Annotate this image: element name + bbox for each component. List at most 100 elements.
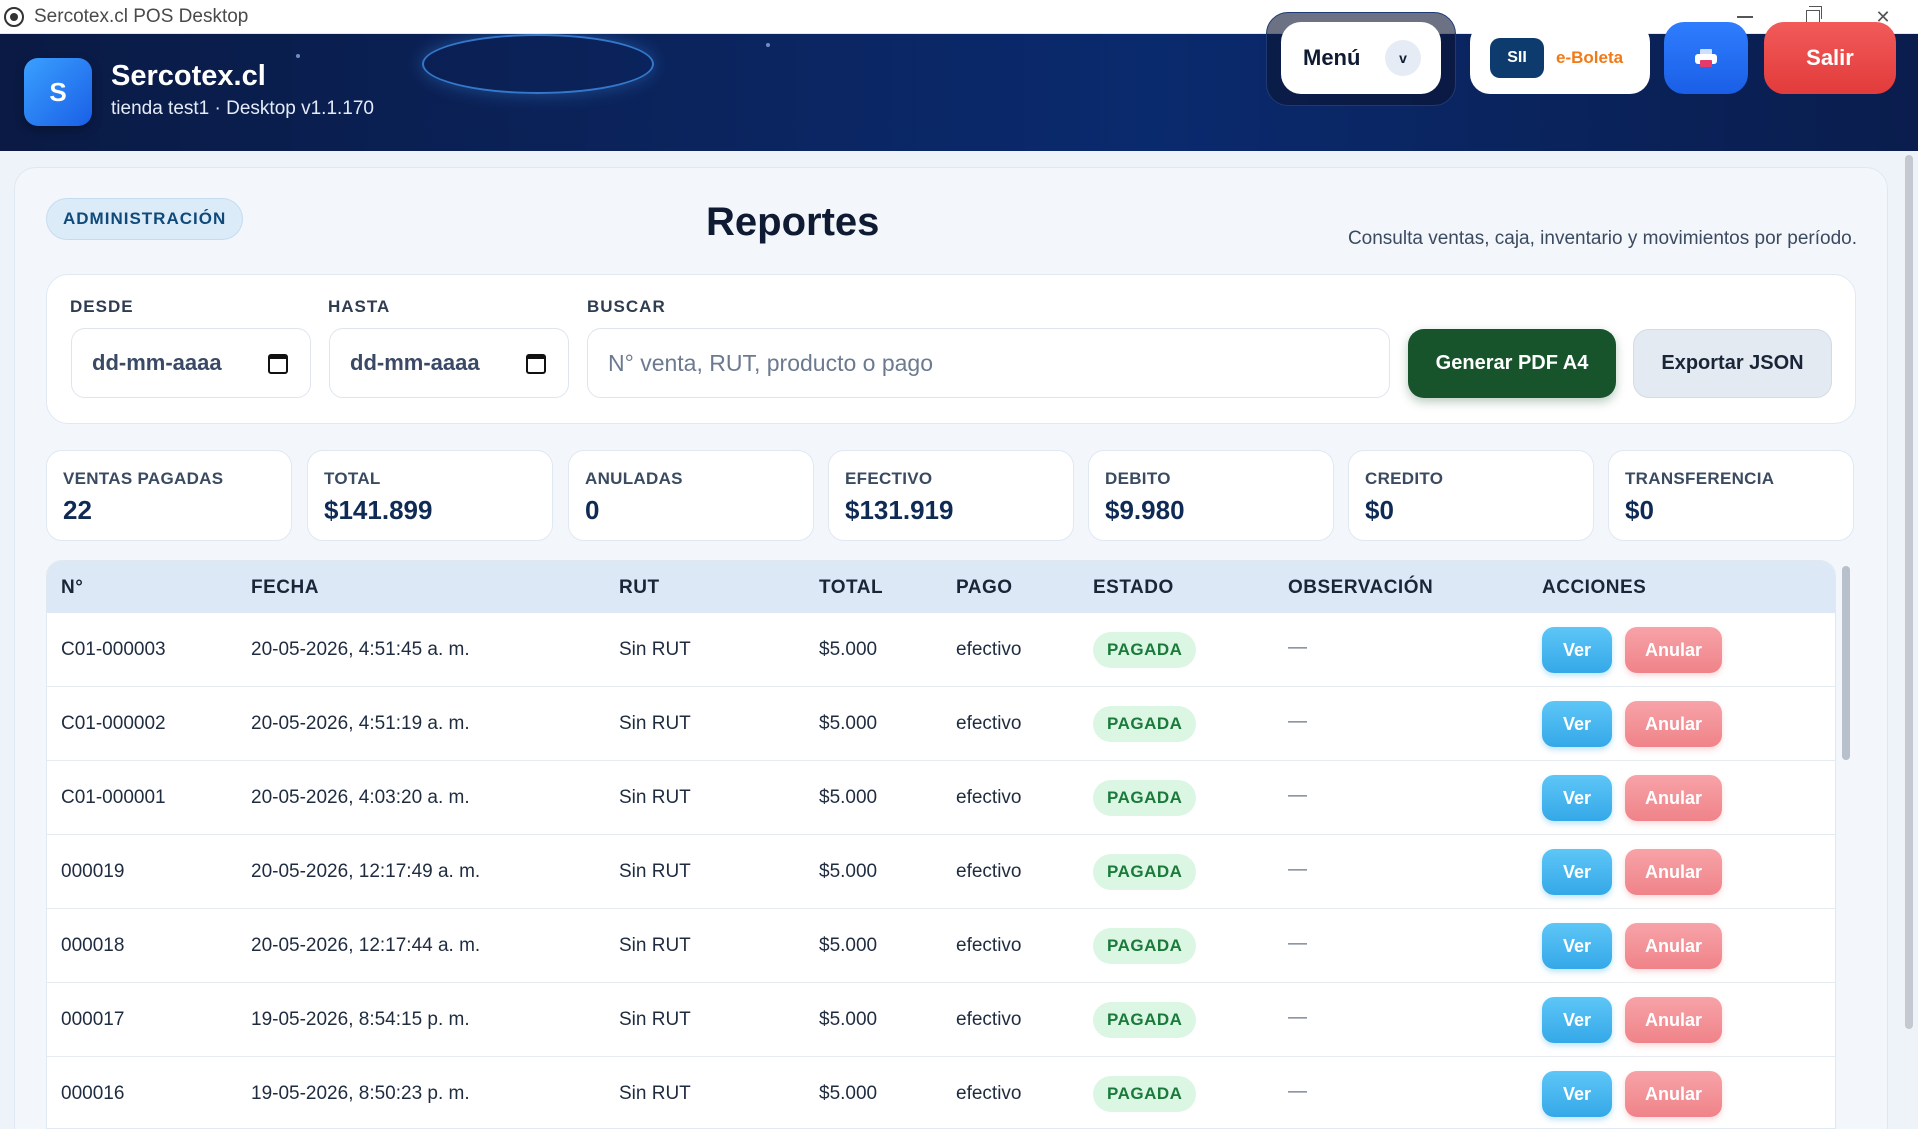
col-header-payment[interactable]: PAGO [956,577,1013,598]
cancel-sale-button[interactable]: Anular [1625,923,1722,969]
cell-note: — [1288,1081,1307,1102]
stat-label: ANULADAS [585,469,683,488]
header-star [296,54,300,58]
cell-rut: Sin RUT [619,935,691,956]
cell-total: $5.000 [819,713,878,734]
search-input[interactable] [587,328,1390,398]
menu-button[interactable]: Menú v [1281,22,1441,94]
status-badge: PAGADA [1093,854,1197,890]
cell-number: 000019 [61,861,125,882]
sii-logo: SII [1490,38,1544,78]
col-header-date[interactable]: FECHA [251,577,319,598]
window-titlebar: Sercotex.cl POS Desktop ✕ [0,0,1918,34]
header-decoration [422,34,654,94]
stat-label: CREDITO [1365,469,1444,488]
cell-total: $5.000 [819,787,878,808]
col-header-rut[interactable]: RUT [619,577,660,598]
page-title: Reportes [706,200,880,244]
status-badge: PAGADA [1093,1002,1197,1038]
col-header-total[interactable]: TOTAL [819,577,884,598]
cancel-sale-button[interactable]: Anular [1625,701,1722,747]
to-date-input[interactable]: dd-mm-aaaa [329,328,569,398]
cell-date: 20-05-2026, 4:51:45 a. m. [251,639,470,660]
status-badge: PAGADA [1093,632,1197,668]
cell-payment: efectivo [956,1083,1022,1104]
col-header-note[interactable]: OBSERVACIÓN [1288,577,1434,598]
logout-button[interactable]: Salir [1764,22,1896,94]
cell-payment: efectivo [956,639,1022,660]
stat-label: EFECTIVO [845,469,933,488]
cell-note: — [1288,637,1307,658]
cell-note: — [1288,1007,1307,1028]
cell-date: 19-05-2026, 8:50:23 p. m. [251,1083,470,1104]
table-row[interactable]: C01-000003 20-05-2026, 4:51:45 a. m. Sin… [47,613,1835,687]
cell-number: 000017 [61,1009,125,1030]
page-description: Consulta ventas, caja, inventario y movi… [1347,228,1857,249]
from-label: DESDE [70,297,134,316]
view-button[interactable]: Ver [1542,627,1612,673]
cell-rut: Sin RUT [619,639,691,660]
chevron-down-icon: v [1385,40,1421,76]
cancel-sale-button[interactable]: Anular [1625,997,1722,1043]
view-button[interactable]: Ver [1542,775,1612,821]
print-button[interactable] [1664,22,1748,94]
to-date-value: dd-mm-aaaa [350,350,480,375]
calendar-icon[interactable] [526,354,546,374]
scrollbar-thumb[interactable] [1905,155,1913,1029]
status-badge: PAGADA [1093,780,1197,816]
col-header-status[interactable]: ESTADO [1093,577,1174,598]
calendar-icon[interactable] [268,354,288,374]
cell-date: 20-05-2026, 12:17:44 a. m. [251,935,481,956]
window-title: Sercotex.cl POS Desktop [34,5,249,27]
col-header-number[interactable]: N° [61,577,84,598]
stat-value: 0 [585,495,600,525]
cancel-sale-button[interactable]: Anular [1625,627,1722,673]
minimize-icon[interactable] [1710,0,1780,34]
cell-rut: Sin RUT [619,787,691,808]
close-icon[interactable]: ✕ [1875,6,1891,27]
cell-payment: efectivo [956,713,1022,734]
eboleta-label: e-Boleta [1556,48,1624,67]
page-scrollbar[interactable] [1904,155,1914,1029]
cancel-sale-button[interactable]: Anular [1625,775,1722,821]
cell-date: 20-05-2026, 4:03:20 a. m. [251,787,470,808]
status-badge: PAGADA [1093,1076,1197,1112]
cell-total: $5.000 [819,639,878,660]
table-row[interactable]: 000016 19-05-2026, 8:50:23 p. m. Sin RUT… [47,1057,1835,1128]
search-label: BUSCAR [587,297,666,316]
view-button[interactable]: Ver [1542,997,1612,1043]
view-button[interactable]: Ver [1542,923,1612,969]
stat-card-cancelled: ANULADAS 0 [568,450,814,541]
cell-number: C01-000001 [61,787,166,808]
export-json-button[interactable]: Exportar JSON [1633,329,1832,398]
stat-value: $0 [1365,495,1394,525]
table-row[interactable]: 000018 20-05-2026, 12:17:44 a. m. Sin RU… [47,909,1835,983]
cell-total: $5.000 [819,935,878,956]
from-date-input[interactable]: dd-mm-aaaa [71,328,311,398]
stat-card-cash: EFECTIVO $131.919 [828,450,1074,541]
view-button[interactable]: Ver [1542,1071,1612,1117]
cancel-sale-button[interactable]: Anular [1625,1071,1722,1117]
cancel-sale-button[interactable]: Anular [1625,849,1722,895]
cell-payment: efectivo [956,787,1022,808]
view-button[interactable]: Ver [1542,849,1612,895]
stat-value: $131.919 [845,495,954,525]
table-row[interactable]: C01-000002 20-05-2026, 4:51:19 a. m. Sin… [47,687,1835,761]
view-button[interactable]: Ver [1542,701,1612,747]
cell-number: 000018 [61,935,125,956]
stat-value: $141.899 [324,495,433,525]
cell-rut: Sin RUT [619,713,691,734]
brand-subtitle: tienda test1 · Desktop v1.1.170 [111,98,374,119]
cell-date: 19-05-2026, 8:54:15 p. m. [251,1009,470,1030]
table-row[interactable]: 000017 19-05-2026, 8:54:15 p. m. Sin RUT… [47,983,1835,1057]
generate-pdf-button[interactable]: Generar PDF A4 [1408,329,1616,398]
cell-total: $5.000 [819,1009,878,1030]
table-row[interactable]: 000019 20-05-2026, 12:17:49 a. m. Sin RU… [47,835,1835,909]
table-scrollbar-thumb[interactable] [1842,566,1850,760]
table-row[interactable]: C01-000001 20-05-2026, 4:03:20 a. m. Sin… [47,761,1835,835]
eboleta-button[interactable]: SII e-Boleta [1470,22,1650,94]
cell-date: 20-05-2026, 4:51:19 a. m. [251,713,470,734]
stat-label: VENTAS PAGADAS [63,469,224,488]
cell-note: — [1288,859,1307,880]
stat-card-credit: CREDITO $0 [1348,450,1594,541]
